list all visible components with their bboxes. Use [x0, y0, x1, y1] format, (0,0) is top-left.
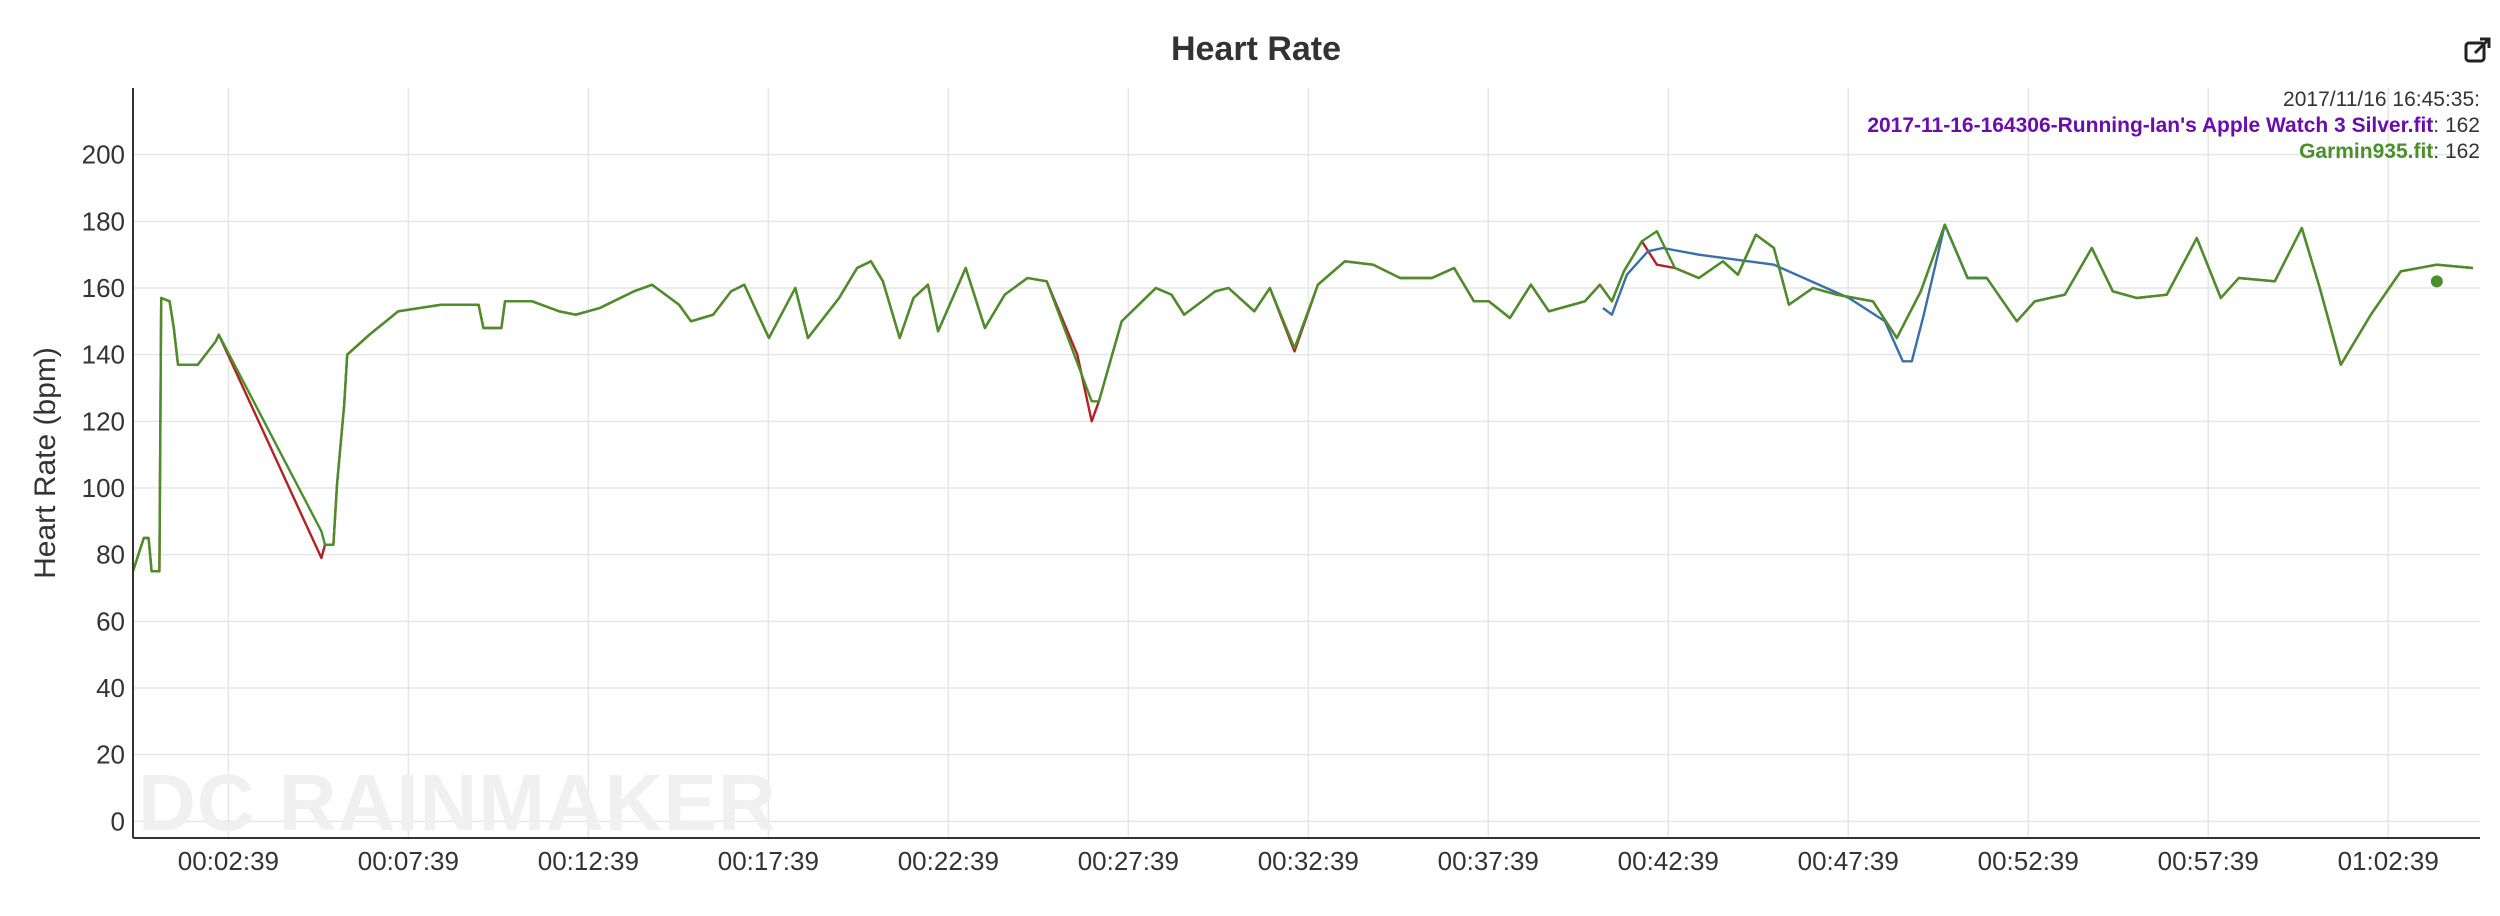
y-tick-label: 140: [82, 340, 125, 370]
hover-marker: [2430, 275, 2443, 288]
chart-title: Heart Rate: [1171, 30, 1341, 68]
series-line-series_extra: [1602, 223, 1987, 363]
series-layer: [131, 223, 2473, 573]
x-tick-label: 00:57:39: [2158, 846, 2259, 876]
x-tick-label: 00:07:39: [358, 846, 459, 876]
y-tick-label: 80: [96, 540, 125, 570]
x-tick-label: 00:47:39: [1798, 846, 1899, 876]
x-tick-label: 01:02:39: [2338, 846, 2439, 876]
tooltip-box: 2017/11/16 16:45:35: 2017-11-16-164306-R…: [1867, 88, 2480, 163]
x-tick-label: 00:42:39: [1618, 846, 1719, 876]
x-tick-label: 00:22:39: [898, 846, 999, 876]
watermark-text: DC RAINMAKER: [138, 758, 777, 847]
series-line-series_apple: [131, 223, 2473, 573]
x-tick-label: 00:27:39: [1078, 846, 1179, 876]
export-button[interactable]: [2463, 35, 2493, 65]
y-tick-label: 120: [82, 406, 125, 436]
tooltip-entry-apple-value: : 162: [2433, 114, 2480, 137]
y-tick-label: 160: [82, 273, 125, 303]
tooltip-entry-garmin-name: Garmin935.fit: [2299, 140, 2433, 163]
x-tick-labels: 00:02:39 00:07:39 00:12:39 00:17:39 00:22:39…: [178, 846, 2439, 876]
x-tick-label: 00:02:39: [178, 846, 279, 876]
y-tick-label: 0: [111, 806, 125, 836]
y-tick-label: 60: [96, 606, 125, 636]
axis-layer: [132, 88, 2480, 839]
y-axis-title: Heart Rate (bpm): [29, 347, 62, 579]
tooltip-entry-garmin-value: : 162: [2433, 140, 2480, 163]
tooltip-timestamp: 2017/11/16 16:45:35:: [2283, 88, 2480, 111]
y-tick-label: 180: [82, 206, 125, 236]
tooltip-entry-apple-name: 2017-11-16-164306-Running-Ian's Apple Wa…: [1867, 114, 2433, 137]
y-tick-label: 100: [82, 473, 125, 503]
x-tick-label: 00:37:39: [1438, 846, 1539, 876]
tooltip-entry-garmin: Garmin935.fit: 162: [2299, 140, 2480, 163]
y-tick-label: 40: [96, 673, 125, 703]
grid-layer: [133, 88, 2480, 838]
x-tick-label: 00:32:39: [1258, 846, 1359, 876]
x-tick-label: 00:52:39: [1978, 846, 2079, 876]
x-tick-label: 00:17:39: [718, 846, 819, 876]
y-tick-label: 200: [82, 140, 125, 170]
tooltip-entry-apple: 2017-11-16-164306-Running-Ian's Apple Wa…: [1867, 114, 2480, 137]
y-tick-label: 20: [96, 740, 125, 770]
series-line-series_garmin: [131, 223, 2473, 573]
x-tick-label: 00:12:39: [538, 846, 639, 876]
external-link-icon: [2464, 37, 2491, 63]
y-tick-labels: 0 20 40 60 80 100 120 140 160 180 200: [82, 140, 125, 837]
